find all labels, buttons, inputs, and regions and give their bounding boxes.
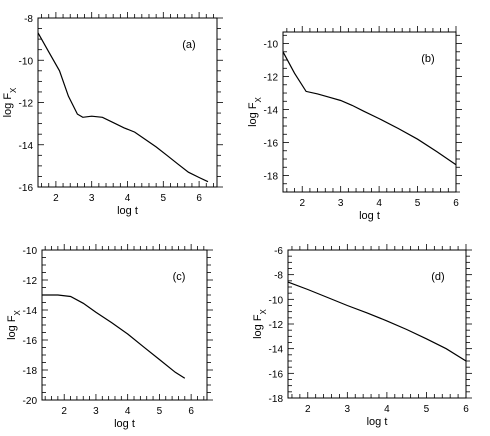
x-tick-label: 5 <box>157 406 163 417</box>
x-tick-label: 6 <box>463 404 469 415</box>
chart-panel-0: 2 3 4 5 6 -16 -14 -12 -10 -8 log t log FX (a) <box>2 12 223 217</box>
y-tick-label: -14 <box>264 106 279 117</box>
y-tick-label: -18 <box>264 172 279 183</box>
y-tick-label: -14 <box>269 345 284 356</box>
data-series-line <box>287 281 467 362</box>
y-tick-label: -16 <box>269 369 284 380</box>
y-tick-label: -16 <box>264 139 279 150</box>
panel-label: (b) <box>421 53 434 65</box>
chart-panel-2: 2 3 4 5 6 -20 -18 -16 -14 -12 -10 log t log FX (c) <box>6 244 213 430</box>
y-tick-label: -14 <box>23 306 38 317</box>
y-tick-label: -12 <box>264 73 279 84</box>
x-axis-label: log t <box>117 205 138 217</box>
y-tick-label: -12 <box>269 320 284 331</box>
chart-panel-1: 2 3 4 5 6 -18 -16 -14 -12 -10 log t log FX (b) <box>247 26 462 222</box>
y-tick-label: -12 <box>19 99 34 110</box>
y-axis-label: log FX <box>6 309 22 339</box>
y-tick-label: -8 <box>24 14 33 25</box>
plot-frame <box>282 31 457 193</box>
panel-label: (d) <box>431 271 444 283</box>
x-tick-label: 2 <box>305 404 311 415</box>
x-tick-label: 3 <box>89 193 95 204</box>
x-axis-label: log t <box>359 210 380 222</box>
x-tick-label: 6 <box>196 193 202 204</box>
data-series-line <box>37 32 209 183</box>
x-tick-label: 2 <box>61 406 67 417</box>
x-tick-label: 2 <box>53 193 59 204</box>
y-axis-label-subscript: X <box>9 87 18 93</box>
y-tick-label: -10 <box>23 246 38 257</box>
y-tick-label: -16 <box>19 183 34 194</box>
x-axis-label: log t <box>114 418 135 430</box>
y-axis-label: log FX <box>247 96 263 126</box>
x-tick-label: 3 <box>345 404 351 415</box>
x-tick-label: 4 <box>376 198 382 209</box>
y-axis-label: log FX <box>252 308 268 338</box>
x-tick-label: 6 <box>453 198 459 209</box>
y-tick-label: -10 <box>269 295 284 306</box>
y-tick-label: -20 <box>23 396 38 407</box>
y-tick-label: -10 <box>19 56 34 67</box>
y-axis-label: log FX <box>2 87 18 117</box>
x-tick-label: 3 <box>93 406 99 417</box>
data-series-line <box>42 294 186 379</box>
x-tick-label: 5 <box>424 404 430 415</box>
y-tick-label: -12 <box>23 276 38 287</box>
x-tick-label: 5 <box>161 193 167 204</box>
y-tick-label: -8 <box>274 271 283 282</box>
x-tick-label: 6 <box>188 406 194 417</box>
x-tick-label: 4 <box>125 406 131 417</box>
x-tick-label: 2 <box>299 198 305 209</box>
y-axis-label-subscript: X <box>254 96 263 102</box>
y-tick-label: -10 <box>264 40 279 51</box>
x-tick-label: 4 <box>125 193 131 204</box>
chart-panel-3: 2 3 4 5 6 -18 -16 -14 -12 -10 -8 -6 log t log FX (d) <box>252 244 472 428</box>
panel-label: (c) <box>173 271 186 283</box>
x-axis-label: log t <box>367 416 388 428</box>
y-tick-label: -6 <box>274 246 283 257</box>
y-tick-label: -18 <box>23 366 38 377</box>
y-axis-label-subscript: X <box>259 308 268 314</box>
x-tick-label: 5 <box>415 198 421 209</box>
data-series-line <box>282 51 457 166</box>
x-tick-label: 3 <box>338 198 344 209</box>
x-tick-label: 4 <box>384 404 390 415</box>
y-tick-label: -16 <box>23 336 38 347</box>
y-axis-label-subscript: X <box>13 309 22 315</box>
y-tick-label: -14 <box>19 141 34 152</box>
panel-label: (a) <box>182 39 195 51</box>
y-tick-label: -18 <box>269 394 284 405</box>
